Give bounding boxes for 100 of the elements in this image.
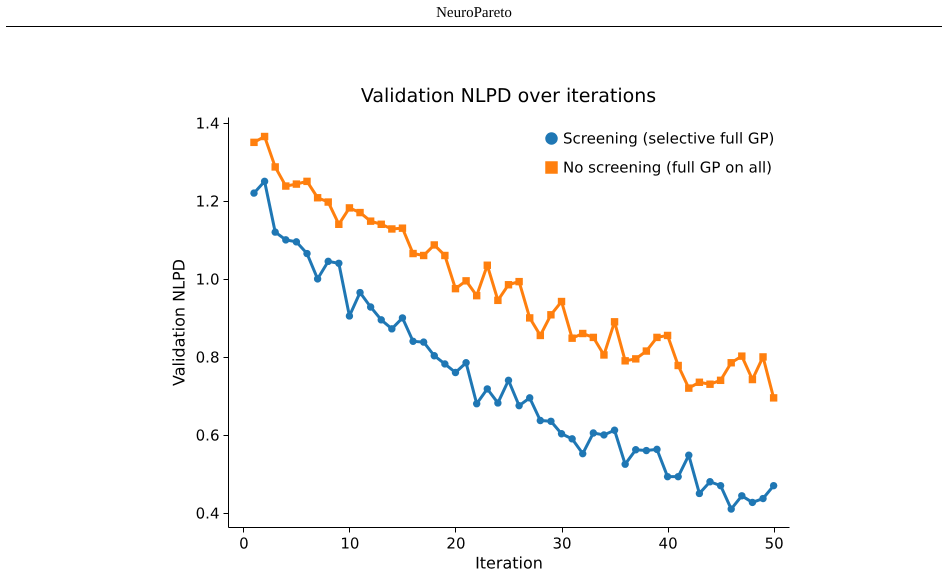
point	[685, 384, 692, 392]
point	[356, 288, 364, 296]
point	[716, 376, 724, 384]
point	[452, 284, 460, 292]
point	[271, 228, 279, 236]
point	[282, 236, 290, 244]
y-tick-label: 1.4	[196, 114, 220, 132]
point	[770, 482, 778, 490]
x-tick-label: 10	[340, 534, 360, 552]
point	[484, 262, 491, 269]
legend-label: Screening (selective full GP)	[563, 130, 774, 148]
point	[452, 368, 460, 376]
y-tick-label: 1.0	[196, 270, 220, 288]
point	[547, 311, 555, 318]
point	[314, 194, 322, 202]
point	[706, 478, 714, 486]
point	[727, 359, 735, 366]
point	[664, 472, 672, 480]
point	[250, 189, 258, 197]
point	[674, 472, 682, 480]
y-tick-label: 1.2	[196, 192, 220, 210]
point	[664, 332, 672, 340]
point	[738, 492, 746, 500]
point	[398, 224, 406, 232]
point	[600, 351, 608, 359]
point	[526, 314, 534, 322]
chart-title: Validation NLPD over iterations	[360, 84, 656, 107]
point	[504, 281, 512, 288]
point	[536, 332, 544, 340]
point	[632, 355, 640, 363]
point	[759, 494, 767, 502]
point	[632, 446, 640, 454]
x-axis-title: Iteration	[475, 554, 543, 572]
point	[303, 250, 311, 258]
point	[409, 338, 417, 346]
y-tick-label: 0.8	[196, 348, 220, 366]
point	[462, 359, 470, 366]
point	[526, 394, 534, 402]
point	[685, 452, 692, 459]
point	[378, 316, 385, 324]
point	[547, 418, 555, 425]
point	[420, 252, 428, 260]
point	[748, 376, 756, 384]
point	[568, 334, 576, 342]
point	[409, 250, 417, 258]
point	[260, 178, 268, 186]
point	[653, 334, 661, 342]
point	[303, 178, 311, 186]
point	[271, 163, 279, 171]
point	[324, 198, 332, 206]
point	[420, 338, 428, 346]
point	[748, 498, 756, 506]
point	[696, 378, 704, 386]
point	[292, 180, 300, 188]
point	[388, 225, 396, 233]
point	[494, 399, 502, 407]
point	[282, 182, 290, 190]
point	[346, 312, 354, 320]
point	[366, 217, 374, 225]
point	[706, 380, 714, 388]
point	[770, 394, 778, 402]
point	[727, 505, 735, 513]
point	[335, 220, 343, 228]
text: NeuroPareto	[6, 0, 942, 27]
point	[430, 241, 438, 249]
point	[642, 347, 650, 355]
point	[590, 429, 598, 437]
point	[716, 482, 724, 490]
point	[568, 435, 576, 443]
point	[536, 416, 544, 424]
y-tick-label: 0.6	[196, 426, 220, 444]
point	[515, 278, 523, 286]
point	[600, 431, 608, 439]
y-axis-title: Validation NLPD	[170, 259, 189, 386]
point	[430, 352, 438, 360]
point	[398, 314, 406, 322]
point	[494, 296, 502, 304]
point	[250, 138, 258, 146]
point	[441, 360, 449, 368]
point	[515, 402, 523, 410]
point	[759, 353, 767, 361]
point	[653, 446, 661, 454]
point	[335, 260, 343, 267]
point	[472, 292, 480, 300]
y-tick-label: 0.4	[196, 504, 220, 522]
point	[674, 362, 682, 370]
point	[610, 318, 618, 326]
point	[558, 430, 566, 438]
point	[346, 204, 354, 212]
x-tick-label: 20	[446, 534, 466, 552]
point	[621, 357, 629, 365]
x-tick-label: 30	[552, 534, 572, 552]
point	[579, 450, 586, 458]
point	[388, 325, 396, 333]
x-tick-label: 40	[658, 534, 678, 552]
point	[621, 460, 629, 468]
point	[696, 490, 704, 498]
point	[462, 277, 470, 285]
point	[441, 252, 449, 260]
point	[610, 426, 618, 434]
